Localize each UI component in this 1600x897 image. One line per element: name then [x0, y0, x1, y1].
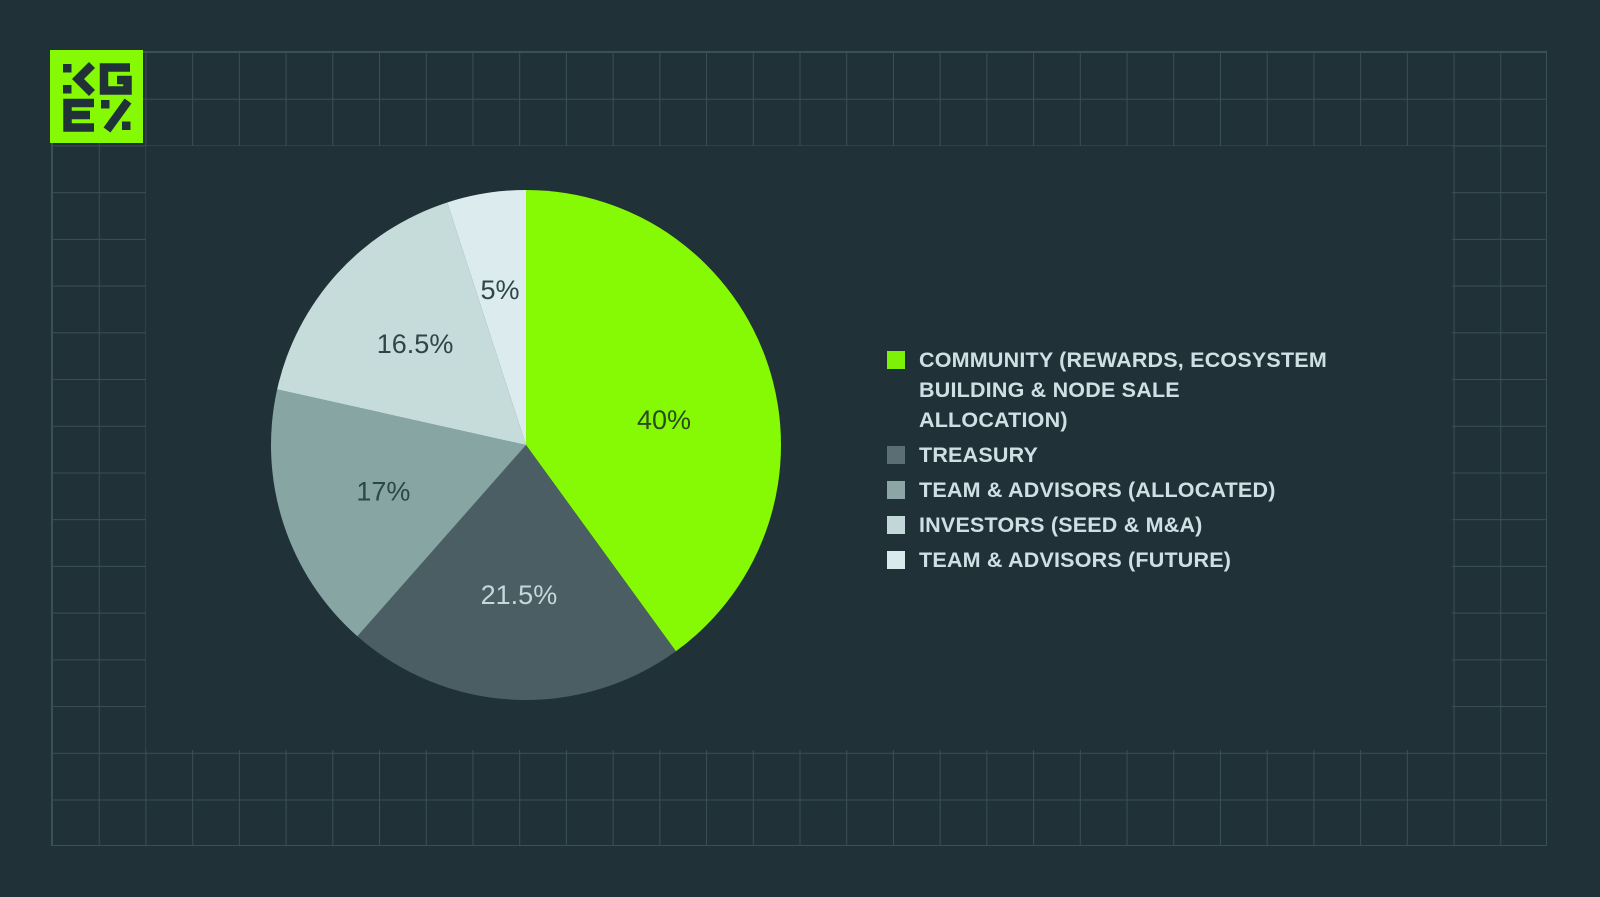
legend-item-treasury: TREASURY [887, 440, 1327, 470]
pie-label: 40% [637, 405, 691, 435]
legend-swatch-team-future [887, 551, 905, 569]
kgen-logo [50, 50, 143, 143]
legend-swatch-investors [887, 516, 905, 534]
legend-label: INVESTORS (SEED & M&A) [919, 513, 1203, 537]
pie-label: 5% [480, 275, 519, 305]
pie-slice-1 [526, 190, 781, 652]
legend-item-team-future: TEAM & ADVISORS (FUTURE) [887, 545, 1327, 575]
pie-slice-2 [357, 445, 676, 700]
legend-label: TREASURY [919, 443, 1039, 467]
legend-label: COMMUNITY (REWARDS, ECOSYSTEM BUILDING &… [919, 348, 1327, 432]
pie-label: 17% [356, 476, 410, 506]
logo-glyphs [63, 61, 132, 133]
legend-item-investors: INVESTORS (SEED & M&A) [887, 510, 1327, 540]
legend-swatch-treasury [887, 446, 905, 464]
pie-slice-3 [271, 389, 526, 637]
legend-label: TEAM & ADVISORS (ALLOCATED) [919, 478, 1276, 502]
pie-label: 16.5% [377, 329, 454, 359]
pie-label: 21.5% [481, 580, 558, 610]
legend-item-team-allocated: TEAM & ADVISORS (ALLOCATED) [887, 475, 1327, 505]
chart-legend: COMMUNITY (REWARDS, ECOSYSTEM BUILDING &… [887, 345, 1327, 575]
legend-label: TEAM & ADVISORS (FUTURE) [919, 548, 1232, 572]
legend-swatch-community [887, 351, 905, 369]
legend-item-community: COMMUNITY (REWARDS, ECOSYSTEM BUILDING &… [887, 345, 1327, 435]
pie-slice-5 [447, 190, 526, 445]
pie-slice-4 [277, 202, 526, 445]
legend-swatch-team-allocated [887, 481, 905, 499]
